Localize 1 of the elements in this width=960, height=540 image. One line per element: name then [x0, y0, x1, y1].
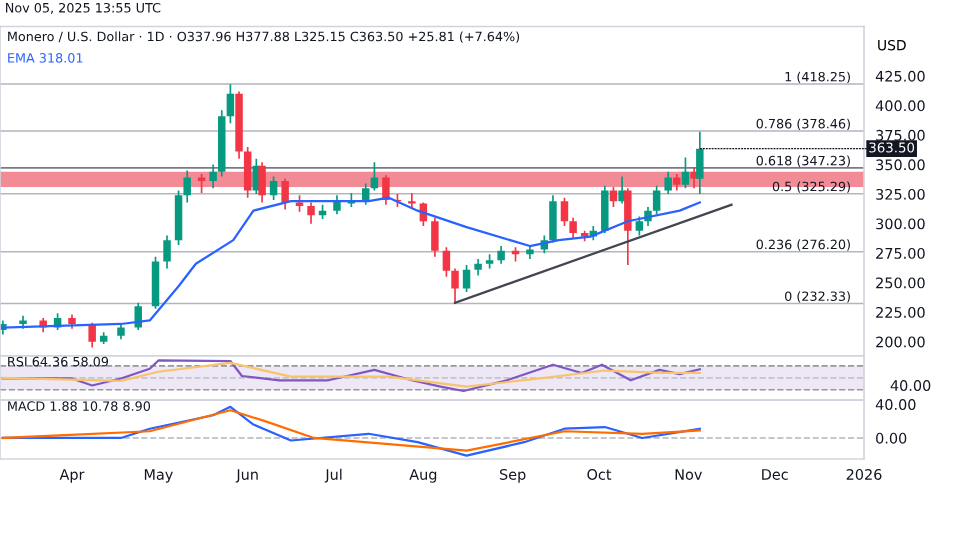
- candlestick: [408, 192, 416, 210]
